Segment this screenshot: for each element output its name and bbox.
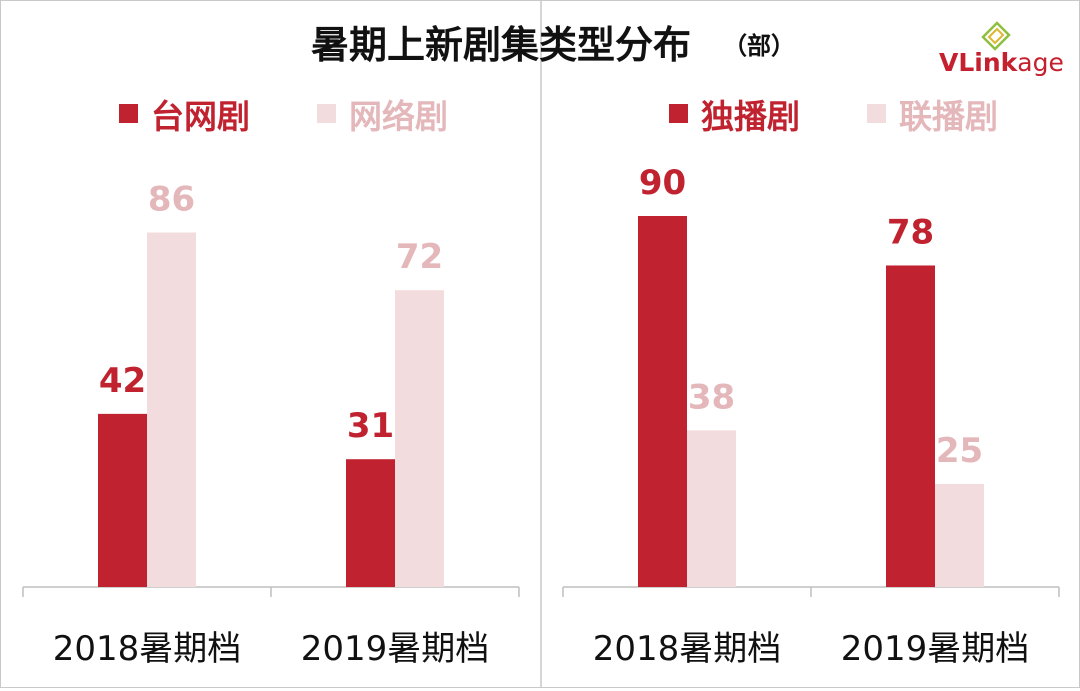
legend-swatch-2	[867, 104, 886, 123]
vlinkage-logo: VLinkage	[939, 21, 1064, 77]
bar-1-1-2	[147, 232, 196, 587]
bar-2-1-2	[687, 430, 736, 587]
bar-2-2-2	[935, 483, 984, 587]
bar-1-1-1	[98, 413, 147, 587]
category-label: 2019暑期档	[301, 629, 490, 669]
data-label: 72	[396, 237, 443, 277]
data-label: 90	[639, 163, 686, 203]
chart-title: 暑期上新剧集类型分布	[311, 23, 691, 67]
bar-2-2-1	[886, 265, 935, 587]
data-label: 38	[688, 377, 735, 417]
legend-label-2: 网络剧	[349, 97, 448, 136]
bar-2-1-1	[638, 216, 687, 587]
legend-label-2: 联播剧	[899, 97, 998, 136]
legend-label-1: 独播剧	[701, 97, 800, 136]
legend-swatch-1	[669, 104, 688, 123]
chart-panels: 台网剧 网络剧 42 86 2018暑期档 31 72 2019暑期档 独播剧 联播剧 90 38 20…	[22, 97, 1060, 669]
data-label: 86	[148, 179, 195, 219]
chart-panel-2: 独播剧 联播剧 90 38 2018暑期档 78 25 2019暑期档	[562, 97, 1060, 669]
legend-swatch-1	[119, 104, 138, 123]
data-label: 78	[887, 212, 934, 252]
category-label: 2019暑期档	[841, 629, 1030, 669]
logo-text: VLinkage	[939, 48, 1064, 77]
logo-mark-icon	[981, 21, 1011, 51]
data-label: 31	[347, 406, 394, 446]
logo-text-part2: age	[1017, 48, 1064, 77]
legend-label-1: 台网剧	[151, 97, 250, 136]
bar-1-2-2	[395, 290, 444, 587]
category-label: 2018暑期档	[53, 629, 242, 669]
category-label: 2018暑期档	[593, 629, 782, 669]
logo-text-part1: VLink	[939, 48, 1019, 77]
bar-1-2-1	[346, 459, 395, 587]
data-label: 42	[99, 361, 146, 401]
chart-panel-1: 台网剧 网络剧 42 86 2018暑期档 31 72 2019暑期档	[22, 97, 520, 669]
legend-swatch-2	[317, 104, 336, 123]
chart-title-unit: （部）	[723, 32, 795, 60]
data-label: 25	[936, 431, 983, 471]
